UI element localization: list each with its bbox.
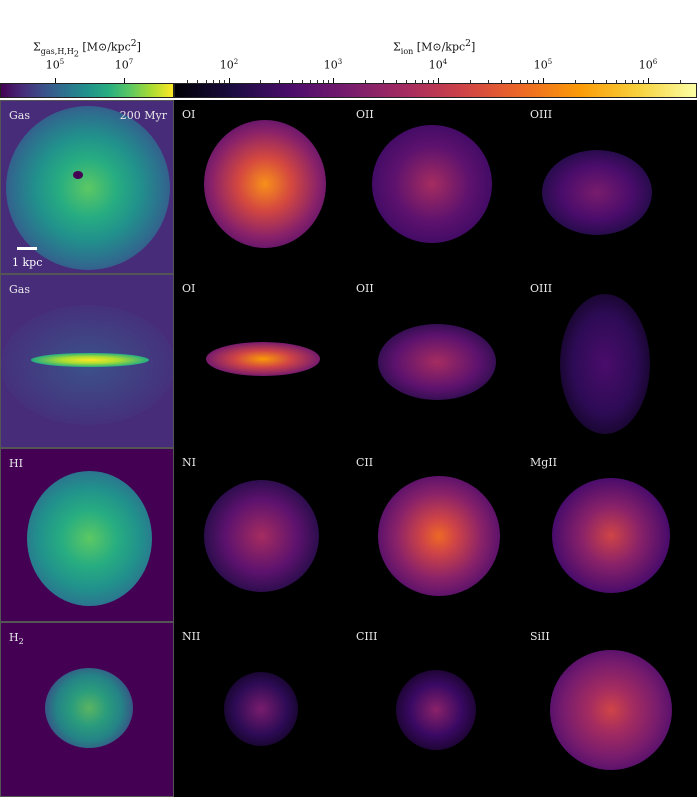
panel-label: NII [182, 630, 201, 643]
panel-ni: NI [174, 448, 348, 622]
gas-colorbar-label: Σgas,H,H2 [M⊙/kpc2] [33, 38, 141, 59]
panel-label: HI [9, 457, 23, 470]
panel-grid: Gas 200 Myr 1 kpc OI OII OIII Gas OI OII… [0, 100, 697, 797]
panel-oiii-edgeon: OIII [522, 274, 697, 448]
ion-colorbar [174, 83, 697, 98]
ion-tick-3: 104 [428, 58, 448, 72]
panel-gas-edgeon: Gas [0, 274, 174, 448]
ion-tick-1: 102 [219, 58, 239, 72]
gas-tick-2: 107 [114, 58, 134, 72]
panel-label: H2 [9, 631, 24, 647]
panel-label: CIII [356, 630, 378, 643]
panel-oi-faceon: OI [174, 100, 348, 274]
panel-oi-edgeon: OI [174, 274, 348, 448]
panel-label: OIII [530, 108, 553, 121]
panel-siii: SiII [522, 622, 697, 797]
panel-label: NI [182, 456, 196, 469]
panel-label: Gas [9, 109, 30, 122]
ion-tick-5: 106 [638, 58, 658, 72]
gas-tick-1: 105 [45, 58, 65, 72]
panel-label: OIII [530, 282, 553, 295]
ion-tick-4: 105 [533, 58, 553, 72]
panel-label: OI [182, 282, 196, 295]
panel-label: MgII [530, 456, 557, 469]
panel-nii: NII [174, 622, 348, 797]
panel-hi: HI [0, 448, 174, 622]
panel-label: OI [182, 108, 196, 121]
panel-ciii: CIII [348, 622, 522, 797]
panel-label: OII [356, 282, 374, 295]
scale-bar-label: 1 kpc [12, 256, 43, 269]
panel-gas-faceon: Gas 200 Myr 1 kpc [0, 100, 174, 274]
panel-oii-faceon: OII [348, 100, 522, 274]
scale-bar [17, 247, 37, 250]
panel-h2: H2 [0, 622, 174, 797]
ion-colorbar-label: Σion [M⊙/kpc2] [393, 38, 476, 56]
gas-colorbar [0, 83, 174, 98]
panel-label: SiII [530, 630, 550, 643]
panel-cii: CII [348, 448, 522, 622]
panel-label: OII [356, 108, 374, 121]
time-label: 200 Myr [119, 109, 167, 122]
panel-oiii-faceon: OIII [522, 100, 697, 274]
panel-mgii: MgII [522, 448, 697, 622]
panel-oii-edgeon: OII [348, 274, 522, 448]
panel-label: CII [356, 456, 374, 469]
panel-label: Gas [9, 283, 30, 296]
ion-tick-2: 103 [323, 58, 343, 72]
